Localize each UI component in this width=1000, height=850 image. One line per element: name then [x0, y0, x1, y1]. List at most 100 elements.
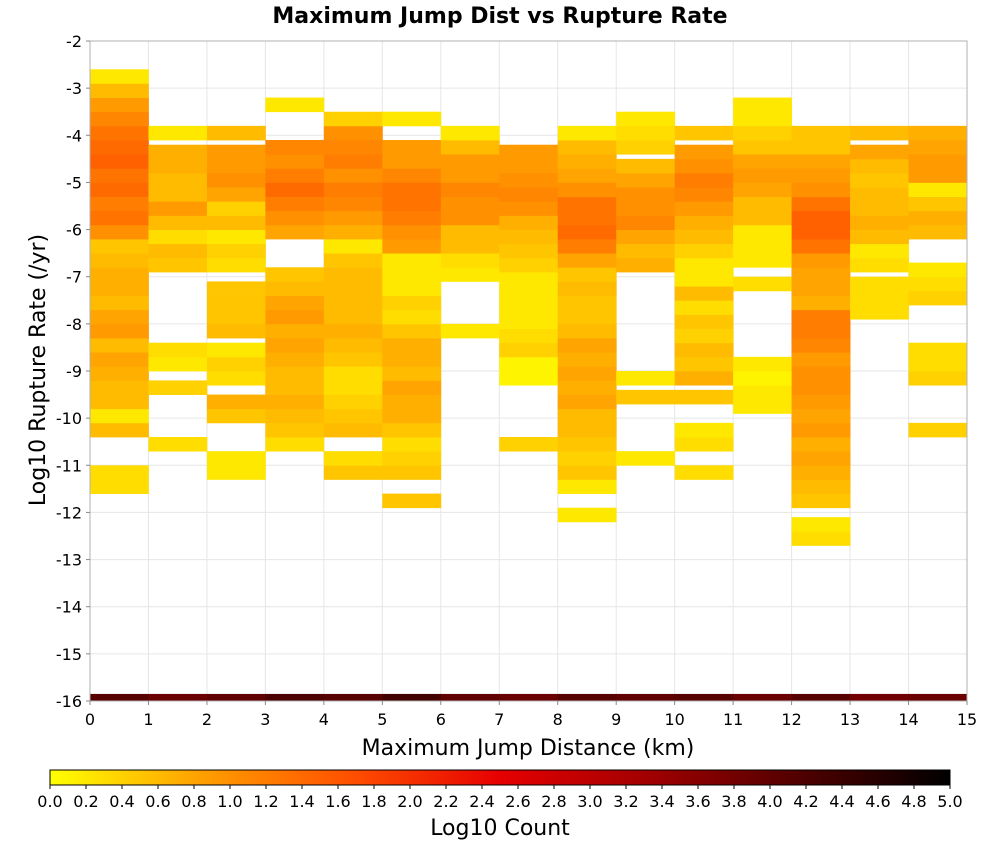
y-tick-label: -4 — [66, 126, 82, 145]
heatmap-cell — [382, 493, 442, 509]
heatmap-cell — [499, 342, 559, 358]
heatmap-cell — [265, 309, 325, 325]
heatmap-cell — [908, 182, 968, 197]
heatmap-cell — [616, 111, 676, 127]
heatmap-cell — [557, 224, 617, 240]
heatmap-cell — [265, 422, 325, 438]
heatmap-cell — [323, 111, 383, 127]
heatmap-cell — [323, 352, 383, 367]
heatmap-cell — [908, 168, 968, 183]
heatmap-cell — [733, 371, 792, 386]
heatmap-cell — [674, 465, 734, 480]
y-tick-label: -14 — [56, 598, 82, 617]
heatmap-cell — [791, 196, 851, 212]
heatmap-cell — [323, 422, 383, 438]
heatmap-cell — [90, 140, 149, 155]
heatmap-cell — [323, 196, 383, 212]
heatmap-cell — [206, 371, 266, 386]
heatmap-cell — [499, 257, 559, 273]
colorbar-tick-label: 5.0 — [937, 792, 962, 811]
heatmap-cell — [791, 338, 851, 353]
heatmap-cell — [499, 187, 559, 202]
heatmap-cell — [674, 158, 734, 174]
heatmap-cell — [791, 380, 851, 395]
heatmap-cell — [265, 267, 325, 282]
heatmap-cell — [90, 352, 149, 367]
colorbar-ticks: 0.0 0.2 0.4 0.6 0.8 1.0 1.2 1.4 1.6 1.8 2.0 2.2 2.4 2… — [37, 785, 963, 811]
heatmap-cell — [557, 239, 617, 254]
colorbar-tick-label: 0.8 — [181, 792, 206, 811]
heatmap-cell — [674, 693, 734, 702]
heatmap-cell — [90, 309, 149, 325]
heatmap-cell — [382, 140, 442, 155]
heatmap-cell — [265, 295, 325, 311]
colorbar-tick-label: 3.0 — [577, 792, 602, 811]
heatmap-cell — [791, 154, 851, 169]
colorbar-tick-label: 4.8 — [901, 792, 926, 811]
heatmap-cell — [382, 295, 442, 311]
heatmap-cell — [265, 168, 325, 183]
colorbar-tick-label: 3.2 — [613, 792, 638, 811]
heatmap-cell — [908, 125, 968, 141]
heatmap-cell — [323, 239, 383, 254]
heatmap-cell — [148, 201, 208, 216]
colorbar-tick-label: 4.2 — [793, 792, 818, 811]
heatmap-cell — [499, 243, 559, 259]
heatmap-cell — [440, 253, 500, 268]
y-tick-label: -3 — [66, 79, 82, 98]
heatmap-cell — [148, 356, 208, 372]
heatmap-cell — [265, 437, 325, 452]
heatmap-cell — [850, 276, 909, 292]
x-tick-label: 15 — [957, 710, 977, 729]
heatmap-cell — [265, 154, 325, 169]
heatmap-cell — [323, 309, 383, 325]
heatmap-cell — [382, 210, 442, 226]
heatmap-cell — [850, 290, 909, 306]
heatmap-cell — [616, 187, 676, 202]
heatmap-cell — [90, 408, 149, 424]
heatmap-cell — [382, 422, 442, 438]
heatmap-cell — [323, 295, 383, 311]
heatmap-cell — [791, 394, 851, 410]
heatmap-cell — [440, 140, 500, 155]
heatmap-cell — [791, 182, 851, 197]
heatmap-cell — [323, 140, 383, 155]
heatmap-cell — [148, 243, 208, 259]
heatmap-cell — [90, 380, 149, 395]
y-axis-label: Log10 Rupture Rate (/yr) — [26, 234, 51, 506]
heatmap-cell — [674, 356, 734, 372]
heatmap-cell — [499, 144, 559, 160]
colorbar-tick-label: 0.2 — [73, 792, 98, 811]
heatmap-cell — [382, 196, 442, 212]
heatmap-cell — [557, 210, 617, 226]
heatmap-cell — [791, 323, 851, 339]
heatmap-cell — [440, 224, 500, 240]
heatmap-cell — [616, 158, 676, 174]
heatmap-cell — [382, 437, 442, 452]
heatmap-cell — [733, 182, 792, 197]
heatmap-cell — [148, 125, 208, 141]
heatmap-cell — [90, 267, 149, 282]
colorbar-tick-label: 4.0 — [757, 792, 782, 811]
colorbar-tick-label: 0.6 — [145, 792, 170, 811]
heatmap-cell — [557, 168, 617, 183]
y-tick-label: -9 — [66, 362, 82, 381]
heatmap-cell — [791, 281, 851, 296]
heatmap-cell — [674, 422, 734, 438]
heatmap-cell — [674, 371, 734, 386]
x-tick-label: 14 — [898, 710, 918, 729]
heatmap-cell — [616, 201, 676, 216]
heatmap-cell — [265, 380, 325, 395]
heatmap-cell — [791, 352, 851, 367]
heatmap-cell — [557, 267, 617, 282]
heatmap-cell — [148, 693, 208, 702]
heatmap-cell — [674, 257, 734, 273]
heatmap-cell — [382, 111, 442, 127]
heatmap-cell — [206, 215, 266, 230]
heatmap-cell — [499, 158, 559, 174]
heatmap-cell — [791, 422, 851, 438]
heatmap-cell — [557, 380, 617, 395]
heatmap-cell — [323, 465, 383, 480]
x-tick-label: 11 — [723, 710, 743, 729]
heatmap-cell — [323, 210, 383, 226]
